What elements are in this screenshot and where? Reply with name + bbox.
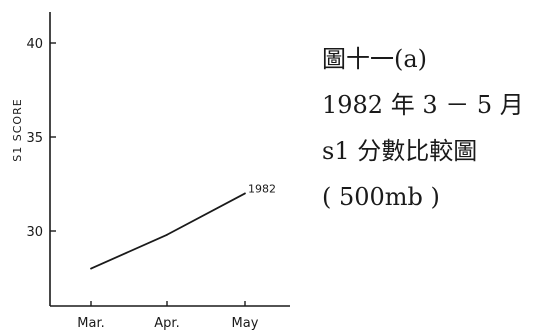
x-tick-label-apr: Apr. bbox=[154, 316, 179, 331]
y-axis-title: S1 SCORE bbox=[11, 98, 24, 161]
x-tick-label-may: May bbox=[232, 316, 259, 331]
y-tick-label-30: 30 bbox=[26, 225, 43, 240]
y-tick-label-35: 35 bbox=[26, 131, 43, 146]
series-layer: 1982 bbox=[90, 182, 276, 270]
y-tick-label-40: 40 bbox=[26, 37, 43, 52]
caption-figure-number: 圖十一(a) bbox=[322, 45, 428, 73]
line-chart: S1 SCORE 30 35 40 Mar. Apr. May 1982 bbox=[11, 12, 290, 331]
data-point-1982-2 bbox=[166, 233, 168, 236]
data-point-1982-3 bbox=[244, 192, 246, 195]
caption-description: s1 分數比較圖 bbox=[322, 137, 478, 165]
series-label-1982: 1982 bbox=[248, 182, 276, 195]
caption-period: 1982 年 3 － 5 月 bbox=[322, 91, 524, 119]
tick-labels: 30 35 40 Mar. Apr. May bbox=[26, 37, 258, 331]
data-point-1982-1 bbox=[90, 267, 92, 270]
series-line-1982 bbox=[90, 192, 246, 270]
caption-level: ( 500mb ) bbox=[322, 183, 440, 211]
figure-caption: 圖十一(a) 1982 年 3 － 5 月 s1 分數比較圖 ( 500mb ) bbox=[322, 36, 532, 220]
x-tick-label-mar: Mar. bbox=[77, 316, 104, 331]
axes bbox=[49, 12, 290, 307]
